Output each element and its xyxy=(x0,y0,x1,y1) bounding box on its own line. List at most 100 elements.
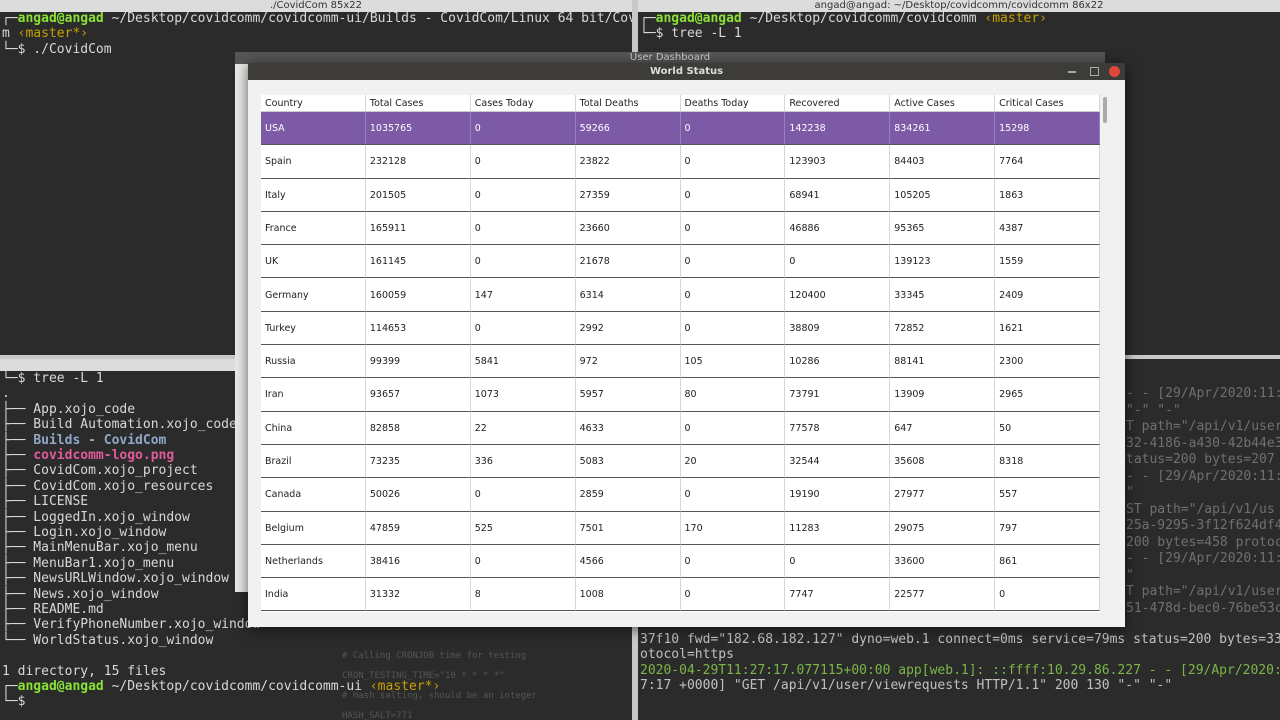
table-cell[interactable]: Belgium xyxy=(261,511,366,545)
table-cell[interactable]: 0 xyxy=(680,278,786,312)
table-cell[interactable]: 19190 xyxy=(785,478,891,512)
table-cell[interactable]: 0 xyxy=(470,478,576,512)
table-cell[interactable]: USA xyxy=(261,112,366,146)
table-cell[interactable]: Spain xyxy=(261,145,366,179)
table-cell[interactable]: 22577 xyxy=(890,578,996,612)
table-cell[interactable]: 77578 xyxy=(785,411,891,445)
table-cell[interactable]: Iran xyxy=(261,378,366,412)
table-cell[interactable]: 0 xyxy=(470,112,576,146)
table-cell[interactable]: 5083 xyxy=(575,445,681,479)
table-cell[interactable]: 72852 xyxy=(890,311,996,346)
table-cell[interactable]: 8318 xyxy=(995,445,1100,479)
maximize-button[interactable] xyxy=(1090,67,1099,76)
table-cell[interactable]: 4387 xyxy=(995,211,1100,246)
table-cell[interactable]: 0 xyxy=(680,112,786,146)
table-cell[interactable]: 0 xyxy=(680,211,786,246)
column-header[interactable]: Deaths Today xyxy=(680,95,786,112)
table-cell[interactable]: 10286 xyxy=(785,345,891,379)
table-cell[interactable]: 23822 xyxy=(575,145,681,179)
table-cell[interactable]: 7747 xyxy=(785,578,891,612)
column-header[interactable]: Cases Today xyxy=(470,95,576,112)
table-cell[interactable]: 13909 xyxy=(890,378,996,412)
column-header[interactable]: Total Deaths xyxy=(575,95,681,112)
table-cell[interactable]: 0 xyxy=(470,544,576,579)
table-cell[interactable]: 47859 xyxy=(365,511,471,545)
table-cell[interactable]: 120400 xyxy=(785,278,891,312)
table-cell[interactable]: 2965 xyxy=(995,378,1100,412)
table-cell[interactable]: 38416 xyxy=(365,544,471,579)
table-cell[interactable]: China xyxy=(261,411,366,445)
column-header[interactable]: Total Cases xyxy=(365,95,471,112)
column-header[interactable]: Critical Cases xyxy=(995,95,1100,112)
table-cell[interactable]: 201505 xyxy=(365,178,471,212)
table-cell[interactable]: 38809 xyxy=(785,311,891,346)
table-cell[interactable]: 7501 xyxy=(575,511,681,545)
table-cell[interactable]: 0 xyxy=(680,411,786,445)
table-cell[interactable]: 2409 xyxy=(995,278,1100,312)
table-cell[interactable]: 161145 xyxy=(365,245,471,279)
table-cell[interactable]: 0 xyxy=(680,578,786,612)
column-header[interactable]: Active Cases xyxy=(890,95,996,112)
table-cell[interactable]: 95365 xyxy=(890,211,996,246)
column-header[interactable]: Recovered xyxy=(785,95,891,112)
table-cell[interactable]: 0 xyxy=(470,178,576,212)
table-cell[interactable]: Netherlands xyxy=(261,544,366,579)
table-cell[interactable]: Turkey xyxy=(261,311,366,346)
table-cell[interactable]: 88141 xyxy=(890,345,996,379)
table-cell[interactable]: 8 xyxy=(470,578,576,612)
table-cell[interactable]: 142238 xyxy=(785,112,891,146)
table-cell[interactable]: Canada xyxy=(261,478,366,512)
table-cell[interactable]: 797 xyxy=(995,511,1100,545)
table-cell[interactable]: 1008 xyxy=(575,578,681,612)
table-cell[interactable]: 20 xyxy=(680,445,786,479)
table-cell[interactable]: 0 xyxy=(680,145,786,179)
table-cell[interactable]: 50026 xyxy=(365,478,471,512)
table-cell[interactable]: 2859 xyxy=(575,478,681,512)
table-cell[interactable]: 33600 xyxy=(890,544,996,579)
table-cell[interactable]: 0 xyxy=(680,311,786,346)
table-cell[interactable]: 557 xyxy=(995,478,1100,512)
minimize-button[interactable] xyxy=(1068,71,1076,73)
table-cell[interactable]: 1559 xyxy=(995,245,1100,279)
table-cell[interactable]: 93657 xyxy=(365,378,471,412)
table-cell[interactable]: 1621 xyxy=(995,311,1100,346)
table-cell[interactable]: 336 xyxy=(470,445,576,479)
table-cell[interactable]: 4633 xyxy=(575,411,681,445)
table-cell[interactable]: 834261 xyxy=(890,112,996,146)
table-cell[interactable]: 0 xyxy=(680,544,786,579)
table-cell[interactable]: 21678 xyxy=(575,245,681,279)
table-cell[interactable]: 1863 xyxy=(995,178,1100,212)
table-cell[interactable]: 0 xyxy=(995,578,1100,612)
table-cell[interactable]: Italy xyxy=(261,178,366,212)
table-cell[interactable]: France xyxy=(261,211,366,246)
table-cell[interactable]: UK xyxy=(261,245,366,279)
table-cell[interactable]: 147 xyxy=(470,278,576,312)
table-cell[interactable]: 33345 xyxy=(890,278,996,312)
table-cell[interactable]: 7764 xyxy=(995,145,1100,179)
table-cell[interactable]: 139123 xyxy=(890,245,996,279)
table-cell[interactable]: 170 xyxy=(680,511,786,545)
table-cell[interactable]: 647 xyxy=(890,411,996,445)
table-cell[interactable]: 0 xyxy=(680,245,786,279)
table-cell[interactable]: 35608 xyxy=(890,445,996,479)
table-cell[interactable]: 123903 xyxy=(785,145,891,179)
table-cell[interactable]: 0 xyxy=(680,478,786,512)
table-cell[interactable]: 0 xyxy=(470,311,576,346)
table-cell[interactable]: 105 xyxy=(680,345,786,379)
table-cell[interactable]: 46886 xyxy=(785,211,891,246)
table-cell[interactable]: 32544 xyxy=(785,445,891,479)
table-cell[interactable]: 2992 xyxy=(575,311,681,346)
scrollbar[interactable] xyxy=(1103,97,1107,123)
table-cell[interactable]: 525 xyxy=(470,511,576,545)
table-cell[interactable]: 99399 xyxy=(365,345,471,379)
table-cell[interactable]: 105205 xyxy=(890,178,996,212)
table-cell[interactable]: 2300 xyxy=(995,345,1100,379)
table-cell[interactable]: 0 xyxy=(785,245,891,279)
table-cell[interactable]: 84403 xyxy=(890,145,996,179)
table-cell[interactable]: 0 xyxy=(680,178,786,212)
table-cell[interactable]: 80 xyxy=(680,378,786,412)
table-cell[interactable]: 27359 xyxy=(575,178,681,212)
table-cell[interactable]: 82858 xyxy=(365,411,471,445)
table-cell[interactable]: 0 xyxy=(470,245,576,279)
table-cell[interactable]: 68941 xyxy=(785,178,891,212)
